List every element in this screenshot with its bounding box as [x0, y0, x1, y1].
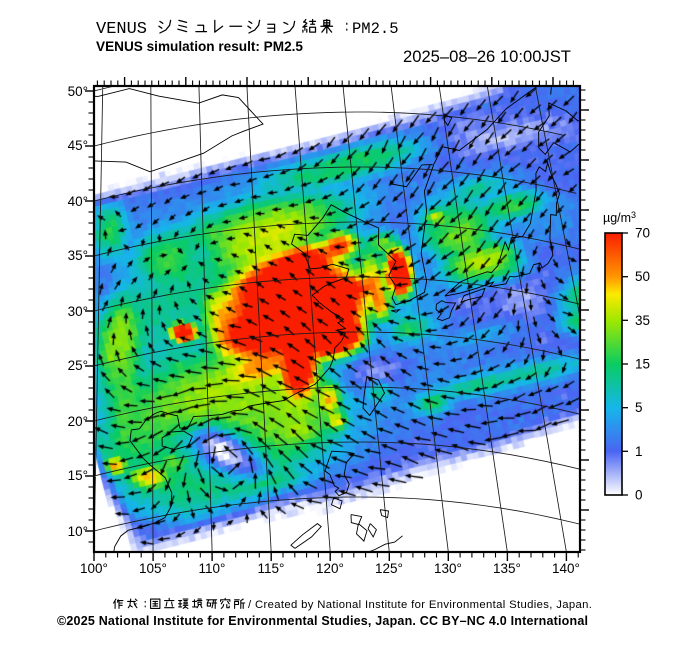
svg-text:PM2.5: PM2.5: [352, 20, 399, 38]
svg-text:30°: 30°: [68, 304, 88, 319]
svg-text:15: 15: [635, 357, 650, 372]
svg-text:105°: 105°: [139, 561, 167, 576]
svg-text:µg/m3: µg/m3: [603, 210, 636, 225]
svg-text:2025–08–26 10:00JST: 2025–08–26 10:00JST: [403, 47, 571, 66]
svg-text:140°: 140°: [552, 561, 580, 576]
svg-text:45°: 45°: [68, 138, 88, 153]
svg-text:VENUS simulation result: PM2.5: VENUS simulation result: PM2.5: [96, 39, 303, 54]
svg-text:50°: 50°: [68, 84, 88, 99]
svg-text:25°: 25°: [68, 358, 88, 373]
svg-text:110°: 110°: [199, 561, 226, 576]
svg-text:70: 70: [635, 226, 650, 241]
svg-text:35: 35: [635, 313, 650, 328]
svg-text:5: 5: [635, 400, 643, 415]
svg-text:100°: 100°: [80, 561, 108, 576]
svg-text:VENUS: VENUS: [96, 20, 147, 39]
svg-text:115°: 115°: [258, 561, 285, 576]
svg-text:50: 50: [635, 269, 650, 284]
svg-text:/ Created by National Institut: / Created by National Institute for Envi…: [248, 599, 592, 611]
svg-text:1: 1: [635, 444, 643, 459]
svg-text:15°: 15°: [68, 468, 88, 483]
svg-text:0: 0: [635, 488, 643, 503]
svg-text:120°: 120°: [316, 561, 344, 576]
svg-text:20°: 20°: [68, 414, 88, 429]
svg-text:40°: 40°: [68, 194, 88, 209]
svg-text:35°: 35°: [68, 248, 88, 263]
svg-text:135°: 135°: [493, 561, 521, 576]
svg-text:©2025 National Institute for E: ©2025 National Institute for Environment…: [57, 614, 588, 628]
svg-text:125°: 125°: [375, 561, 403, 576]
svg-text:10°: 10°: [68, 524, 88, 539]
svg-text:130°: 130°: [434, 561, 462, 576]
